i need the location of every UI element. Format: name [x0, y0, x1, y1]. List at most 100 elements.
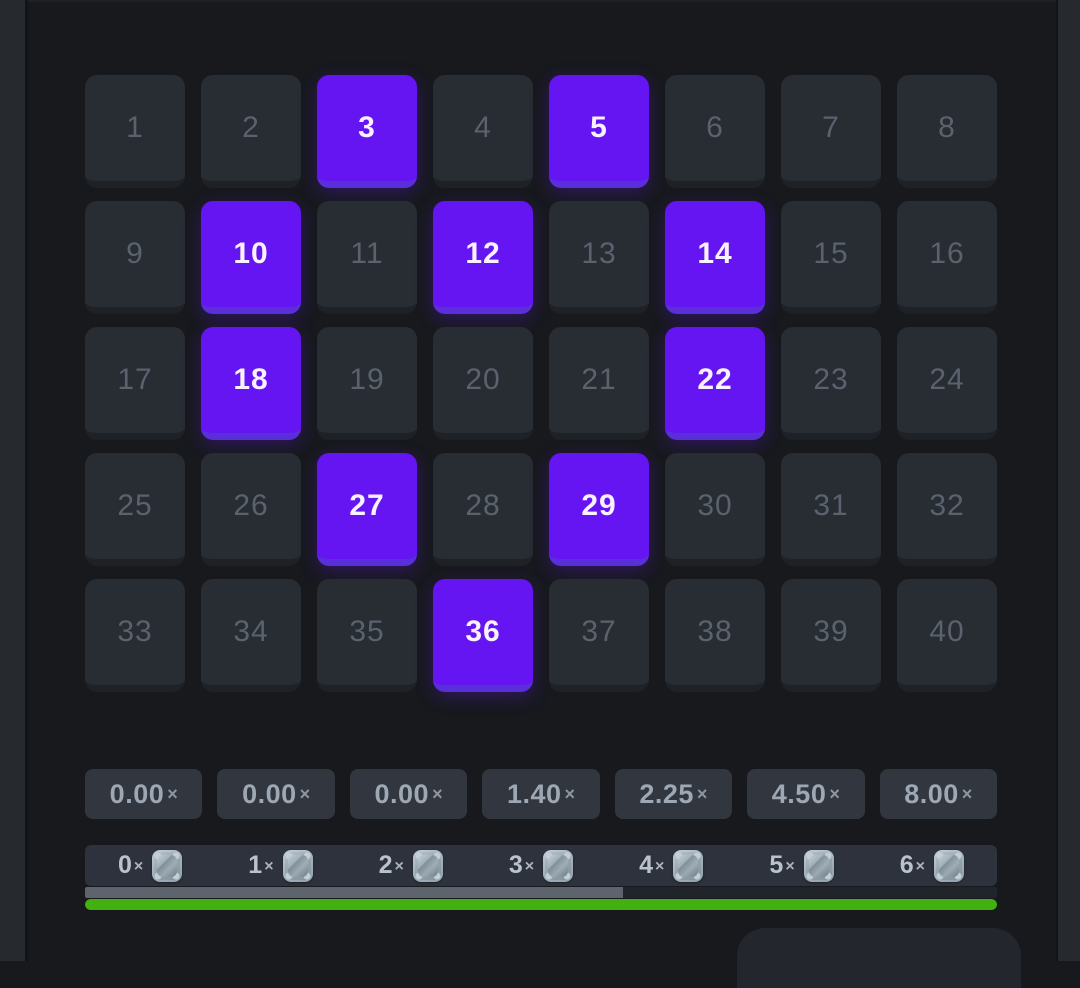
- gem-count: 3: [508, 851, 523, 879]
- keno-tile-12[interactable]: 12: [433, 201, 533, 314]
- keno-tile-3[interactable]: 3: [317, 75, 417, 188]
- multiplier-suffix: ×: [785, 857, 795, 875]
- keno-tile-26[interactable]: 26: [201, 453, 301, 566]
- keno-tile-29[interactable]: 29: [549, 453, 649, 566]
- gems-legend-item-4: 4 ×: [606, 845, 736, 886]
- tile-number: 6: [706, 111, 724, 144]
- keno-tile-8[interactable]: 8: [897, 75, 997, 188]
- gem-icon: [673, 849, 704, 882]
- payout-value: 0.00: [374, 778, 430, 809]
- tile-number: 8: [938, 111, 956, 144]
- keno-tile-27[interactable]: 27: [317, 453, 417, 566]
- keno-tile-32[interactable]: 32: [897, 453, 997, 566]
- tile-number: 37: [581, 615, 617, 648]
- gem-count: 1: [248, 851, 263, 879]
- gems-legend-item-3: 3 ×: [476, 845, 606, 886]
- keno-tile-6[interactable]: 6: [665, 75, 765, 188]
- keno-tile-39[interactable]: 39: [781, 579, 881, 692]
- keno-tile-11[interactable]: 11: [317, 201, 417, 314]
- tile-number: 11: [350, 237, 384, 270]
- keno-tile-22[interactable]: 22: [665, 327, 765, 440]
- keno-grid: 1 2 3 4 5 6 7 8 9 10 11 12 13 14 15 16 17 18 19 20 21 22 23 24 2…: [85, 75, 997, 692]
- right-side-band: [1056, 0, 1080, 961]
- tile-number: 19: [349, 363, 385, 396]
- multiplier-suffix: ×: [299, 783, 311, 804]
- tile-number: 28: [465, 489, 501, 522]
- bottom-right-panel: [737, 928, 1021, 988]
- gem-icon: [933, 849, 964, 882]
- keno-tile-36[interactable]: 36: [433, 579, 533, 692]
- tile-number: 20: [465, 363, 501, 396]
- multiplier-suffix: ×: [655, 857, 665, 875]
- tile-number: 7: [822, 111, 840, 144]
- payout-chip-0: 0.00 ×: [85, 769, 203, 819]
- payout-chip-2: 0.00 ×: [349, 769, 468, 819]
- keno-tile-18[interactable]: 18: [201, 327, 301, 440]
- keno-tile-13[interactable]: 13: [549, 201, 649, 314]
- tile-number: 13: [581, 237, 617, 270]
- keno-tile-15[interactable]: 15: [781, 201, 881, 314]
- multiplier-suffix: ×: [394, 857, 404, 875]
- tile-number: 29: [581, 489, 617, 522]
- keno-tile-20[interactable]: 20: [433, 327, 533, 440]
- payout-value: 0.00: [109, 778, 165, 809]
- keno-tile-19[interactable]: 19: [317, 327, 417, 440]
- left-side-band: [0, 0, 28, 961]
- payout-value: 2.25: [639, 778, 694, 809]
- keno-tile-37[interactable]: 37: [549, 579, 649, 692]
- keno-tile-31[interactable]: 31: [781, 453, 881, 566]
- keno-tile-10[interactable]: 10: [201, 201, 301, 314]
- tile-number: 27: [349, 489, 385, 522]
- keno-tile-34[interactable]: 34: [201, 579, 301, 692]
- keno-tile-5[interactable]: 5: [549, 75, 649, 188]
- multiplier-suffix: ×: [696, 783, 708, 804]
- secondary-progress-bar: [85, 887, 997, 898]
- keno-tile-2[interactable]: 2: [201, 75, 301, 188]
- keno-tile-4[interactable]: 4: [433, 75, 533, 188]
- gems-legend-item-2: 2 ×: [346, 845, 476, 886]
- gem-icon: [412, 849, 443, 882]
- tile-number: 16: [929, 237, 965, 270]
- payout-value: 1.40: [506, 778, 562, 809]
- keno-tile-7[interactable]: 7: [781, 75, 881, 188]
- gems-legend-item-6: 6 ×: [867, 845, 997, 886]
- gem-count: 6: [899, 851, 914, 879]
- keno-tile-16[interactable]: 16: [897, 201, 997, 314]
- keno-tile-24[interactable]: 24: [897, 327, 997, 440]
- gem-icon: [543, 849, 574, 882]
- gem-count: 0: [118, 851, 132, 879]
- tile-number: 17: [117, 363, 153, 396]
- keno-tile-23[interactable]: 23: [781, 327, 881, 440]
- gem-count: 2: [378, 851, 393, 879]
- keno-tile-35[interactable]: 35: [317, 579, 417, 692]
- tile-number: 9: [126, 237, 144, 270]
- gems-legend: 0 × 1 × 2 × 3 × 4 × 5 × 6 ×: [85, 845, 997, 886]
- keno-tile-17[interactable]: 17: [85, 327, 185, 440]
- tile-number: 21: [581, 363, 617, 396]
- tile-number: 38: [697, 615, 733, 648]
- gems-legend-item-5: 5 ×: [736, 845, 866, 886]
- tile-number: 26: [233, 489, 269, 522]
- payout-chip-5: 4.50 ×: [747, 769, 865, 819]
- keno-tile-30[interactable]: 30: [665, 453, 765, 566]
- payout-chip-4: 2.25 ×: [614, 769, 733, 819]
- keno-tile-14[interactable]: 14: [665, 201, 765, 314]
- keno-tile-25[interactable]: 25: [85, 453, 185, 566]
- tile-number: 36: [465, 615, 501, 648]
- tile-number: 24: [929, 363, 965, 396]
- keno-tile-1[interactable]: 1: [85, 75, 185, 188]
- tile-number: 22: [697, 363, 733, 396]
- keno-tile-38[interactable]: 38: [665, 579, 765, 692]
- payout-value: 4.50: [771, 778, 827, 809]
- tile-number: 30: [697, 489, 733, 522]
- tile-number: 34: [233, 615, 269, 648]
- keno-tile-21[interactable]: 21: [549, 327, 649, 440]
- gem-count: 4: [639, 851, 654, 879]
- gem-count: 5: [769, 851, 784, 879]
- keno-tile-33[interactable]: 33: [85, 579, 185, 692]
- keno-tile-40[interactable]: 40: [897, 579, 997, 692]
- payout-value: 0.00: [242, 778, 297, 809]
- green-progress-fill: [85, 899, 997, 910]
- keno-tile-28[interactable]: 28: [433, 453, 533, 566]
- keno-tile-9[interactable]: 9: [85, 201, 185, 314]
